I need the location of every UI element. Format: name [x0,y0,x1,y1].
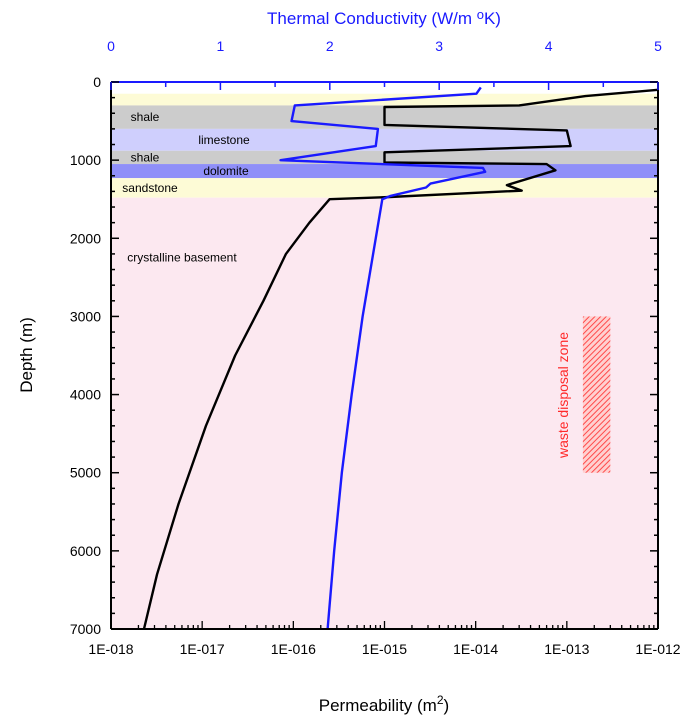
layer-band [111,178,658,198]
layer-label: crystalline basement [127,251,237,265]
y-tick-label: 5000 [70,465,101,481]
layer-label: dolomite [203,164,249,178]
y-axis-title: Depth (m) [17,317,36,393]
y-tick-label: 2000 [70,230,101,246]
x-bottom-tick-label: 1E-012 [635,641,680,657]
y-tick-label: 3000 [70,308,101,324]
y-tick-label: 0 [93,74,101,90]
y-tick-label: 7000 [70,621,101,637]
layer-label: sandstone [122,181,178,195]
stratigraphic-layers [111,82,658,629]
layer-band [111,128,658,151]
series-line-1 [279,86,487,629]
y-tick-label: 1000 [70,152,101,168]
x-bottom-tick-label: 1E-017 [180,641,225,657]
x-top-tick-label: 1 [217,38,225,54]
x-top-tick-label: 5 [654,38,662,54]
x-bottom-tick-label: 1E-015 [362,641,407,657]
tick-labels: 0 1000 2000 3000 4000 5000 6000 7000 1E-018 1E-01… [70,38,681,657]
x-bottom-tick-label: 1E-016 [271,641,316,657]
x-bottom-tick-label: 1E-018 [88,641,133,657]
y-tick-label: 6000 [70,543,101,559]
layer-labels: shale limestone shale dolomite sandstone crys… [122,110,250,265]
layer-label: limestone [198,133,250,147]
waste-zone-rect [582,316,611,473]
axis-ticks [110,81,659,630]
x-top-tick-label: 3 [435,38,443,54]
layer-band [111,82,658,94]
x-top-tick-label: 4 [545,38,553,54]
series-line-0 [142,88,658,629]
x-axis-bottom-title: Permeability (m2) [319,693,449,715]
waste-disposal-zone [582,316,611,473]
y-tick-label: 4000 [70,387,101,403]
layer-label: shale [131,150,160,164]
x-bottom-tick-label: 1E-013 [544,641,589,657]
x-bottom-tick-label: 1E-014 [453,641,498,657]
x-axis-top-title: Thermal Conductivity (W/m oK) [267,7,501,28]
x-top-tick-label: 2 [326,38,334,54]
layer-band [111,197,658,629]
x-top-tick-label: 0 [107,38,115,54]
layer-label: shale [131,110,160,124]
data-series [142,86,658,629]
layer-band [111,164,658,179]
waste-disposal-label: waste disposal zone [555,332,571,459]
